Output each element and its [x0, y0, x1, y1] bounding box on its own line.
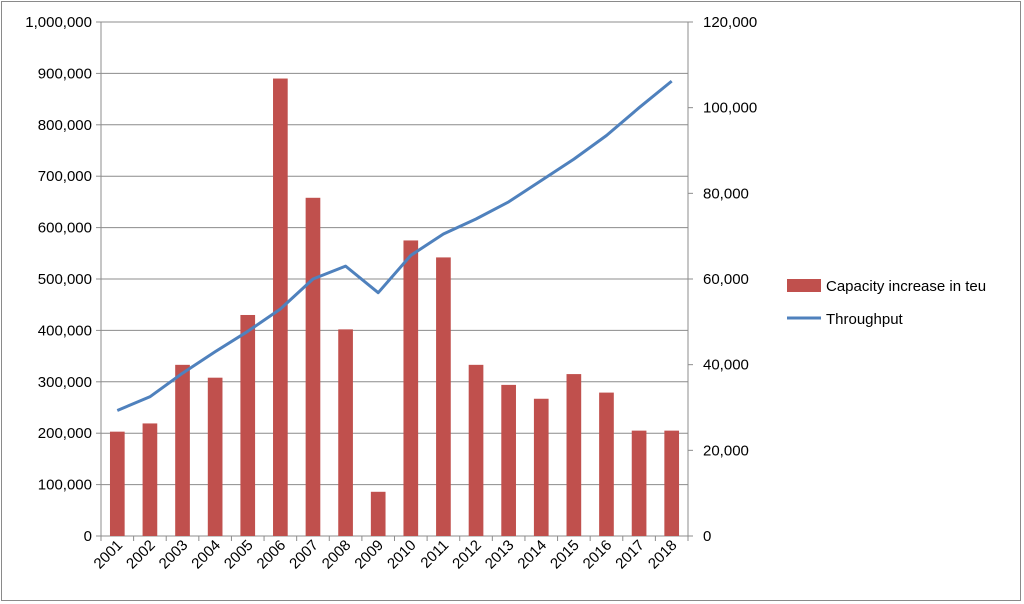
- bar-capacity-2018: [664, 430, 680, 536]
- bar-capacity-2011: [436, 257, 451, 536]
- y-left-tick-label: 800,000: [38, 117, 92, 134]
- bar-capacity-2017: [631, 430, 647, 536]
- throughput-line: [116, 79, 673, 412]
- y-left-tick-label: 200,000: [38, 425, 92, 442]
- y-right-tick-label: 80,000: [703, 185, 749, 202]
- y-left-tick-label: 300,000: [38, 374, 92, 391]
- bar-capacity-2008: [338, 329, 353, 536]
- y-left-tick-label: 500,000: [38, 271, 92, 288]
- x-tick-label: 2002: [123, 537, 159, 573]
- bar-capacity-2013: [501, 384, 516, 536]
- bar-capacity-2014: [533, 398, 549, 536]
- y-right-tick-label: 40,000: [703, 357, 749, 374]
- x-tick-label: 2008: [319, 537, 355, 573]
- bar-capacity-2007: [305, 197, 321, 536]
- x-tick-label: 2005: [221, 537, 257, 573]
- x-tick-label: 2007: [286, 537, 322, 573]
- x-tick-label: 2010: [384, 537, 420, 573]
- y-left-tick-label: 100,000: [38, 477, 92, 494]
- y-left-tick-label: 700,000: [38, 168, 92, 185]
- y-right-tick-label: 20,000: [703, 442, 749, 459]
- bar-capacity-2012: [468, 364, 484, 536]
- bar-capacity-2015: [566, 374, 582, 536]
- y-right-tick-label: 120,000: [703, 14, 757, 31]
- x-tick-label: 2001: [91, 537, 127, 573]
- x-tick-label: 2011: [417, 537, 452, 572]
- x-tick-label: 2017: [612, 537, 648, 573]
- bar-capacity-2009: [370, 491, 386, 536]
- y-right-tick-label: 0: [703, 528, 711, 545]
- bar-capacity-2005: [240, 314, 256, 536]
- x-tick-label: 2012: [449, 537, 485, 573]
- y-right-tick-label: 100,000: [703, 100, 757, 117]
- legend-swatch-capacity: [787, 279, 821, 292]
- x-tick-label: 2003: [156, 537, 192, 573]
- x-tick-label: 2014: [514, 537, 550, 573]
- y-left-tick-label: 600,000: [38, 220, 92, 237]
- legend-label-capacity: Capacity increase in teu: [826, 278, 986, 295]
- y-left-tick-label: 900,000: [38, 65, 92, 82]
- y-right-tick-label: 60,000: [703, 271, 749, 288]
- bar-capacity-2001: [109, 431, 125, 536]
- bar-capacity-2002: [142, 423, 158, 536]
- bar-capacity-2010: [403, 240, 419, 536]
- bar-capacity-2004: [207, 377, 223, 536]
- legend-label-throughput: Throughput: [826, 311, 904, 328]
- x-tick-label: 2009: [351, 537, 387, 573]
- y-left-tick-label: 0: [84, 528, 92, 545]
- bar-capacity-2003: [175, 364, 190, 536]
- bar-capacity-2016: [599, 392, 614, 536]
- y-left-tick-label: 1,000,000: [25, 14, 92, 31]
- x-tick-label: 2018: [645, 537, 681, 573]
- x-tick-label: 2015: [547, 537, 583, 573]
- x-tick-label: 2013: [482, 537, 518, 573]
- x-tick-label: 2016: [580, 537, 616, 573]
- x-tick-label: 2004: [188, 537, 224, 573]
- y-left-tick-label: 400,000: [38, 322, 92, 339]
- x-tick-label: 2006: [254, 537, 290, 573]
